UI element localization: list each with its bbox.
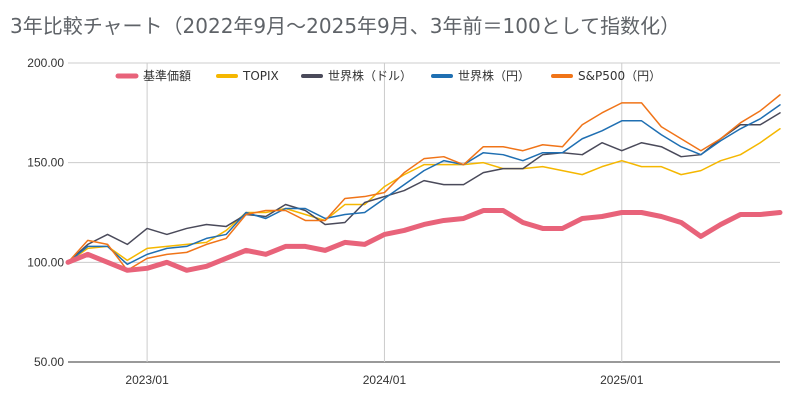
y-tick-label: 150.00	[27, 156, 64, 170]
series-line-4	[67, 94, 781, 272]
y-tick-label: 50.00	[34, 355, 64, 369]
legend: 基準価額 TOPIX 世界株（ドル） 世界株（円） S&P500（円）	[115, 68, 661, 83]
legend-label: S&P500（円）	[578, 69, 661, 83]
legend-label: 基準価額	[143, 68, 191, 83]
y-tick-label: 100.00	[27, 255, 64, 269]
y-tick-label: 200.00	[27, 56, 64, 70]
series-line-2	[67, 112, 781, 264]
x-tick-label: 2025/01	[600, 373, 644, 387]
grid	[68, 62, 780, 363]
series-line-3	[67, 104, 781, 266]
x-tick-label: 2023/01	[125, 373, 169, 387]
series-line-0	[65, 208, 783, 273]
chart-title: 3年比較チャート（2022年9月〜2025年9月、3年前＝100として指数化）	[10, 14, 681, 38]
legend-label: 世界株（ドル）	[328, 68, 412, 83]
legend-label: 世界株（円）	[458, 68, 530, 83]
x-tick-label: 2024/01	[363, 373, 407, 387]
axis-ticks: 50.00 100.00 150.00 200.00 2023/01 2024/01 202…	[27, 56, 643, 387]
legend-label: TOPIX	[242, 69, 279, 83]
series-line-1	[67, 128, 781, 264]
series-lines	[65, 94, 783, 273]
